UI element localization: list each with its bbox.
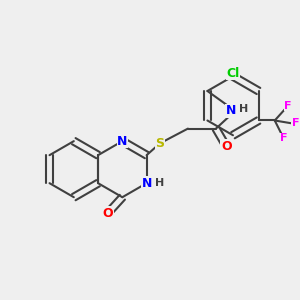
Text: N: N [226,104,236,117]
Text: N: N [141,177,152,190]
Text: F: F [280,133,287,143]
Text: H: H [239,104,248,114]
Text: S: S [155,137,164,150]
Text: H: H [155,178,164,188]
Text: F: F [284,101,292,111]
Text: F: F [292,118,299,128]
Text: O: O [221,140,232,153]
Text: Cl: Cl [226,67,240,80]
Text: O: O [102,207,113,220]
Text: N: N [117,135,128,148]
